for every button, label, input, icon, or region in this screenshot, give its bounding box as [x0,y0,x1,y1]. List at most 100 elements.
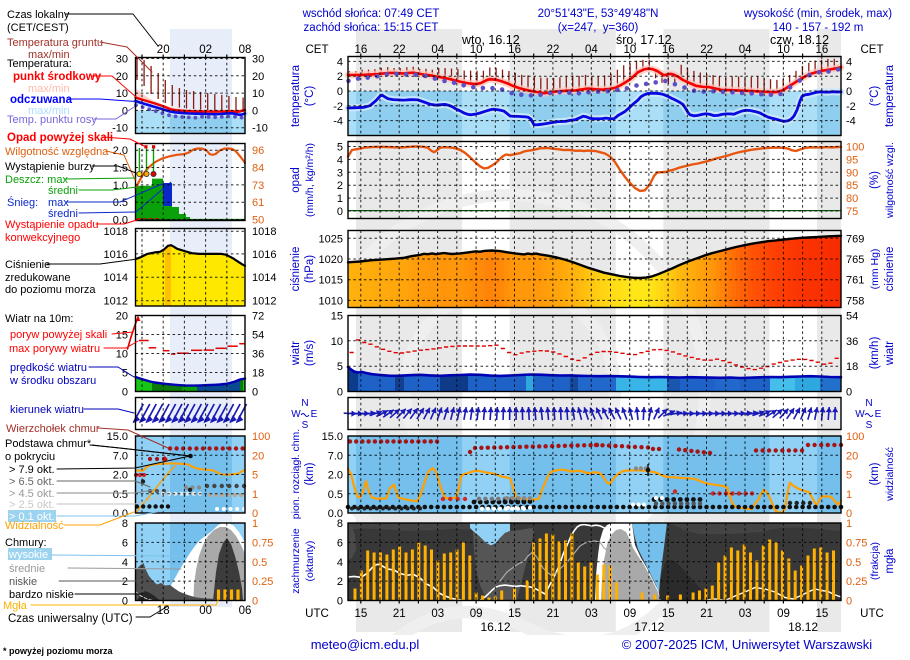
svg-text:1016: 1016 [252,249,276,261]
svg-text:15.0: 15.0 [107,431,128,443]
svg-text:mgła: mgła [884,548,896,574]
svg-text:22: 22 [700,44,713,56]
svg-text:15: 15 [662,608,675,620]
svg-text:zachód słońca: 15:15 CET: zachód słońca: 15:15 CET [304,22,439,34]
svg-text:21: 21 [547,608,560,620]
svg-text:poryw powyżej skali: poryw powyżej skali [10,329,107,341]
svg-text:04: 04 [585,44,598,56]
svg-text:00: 00 [199,605,212,617]
svg-text:(CET/CEST): (CET/CEST) [7,22,69,34]
svg-text:max porywy wiatru: max porywy wiatru [9,343,100,355]
svg-text:punkt środkowy: punkt środkowy [13,71,102,83]
svg-text:18: 18 [846,361,858,373]
svg-text:średni: średni [48,208,78,220]
svg-text:1: 1 [252,518,258,530]
svg-text:90: 90 [846,167,858,179]
svg-text:(%): (%) [869,171,881,189]
svg-text:0.25: 0.25 [846,576,867,588]
svg-text:2: 2 [337,180,343,192]
svg-text:4: 4 [337,154,343,166]
svg-text:Wystąpienie burzy: Wystąpienie burzy [5,161,95,173]
svg-text:ciśnienie: ciśnienie [290,247,302,292]
svg-text:03: 03 [431,608,444,620]
svg-text:Czas lokalny: Czas lokalny [7,9,70,21]
svg-text:08: 08 [239,44,252,56]
svg-text:4: 4 [337,56,343,68]
svg-text:(mm Hg): (mm Hg) [869,249,881,290]
svg-text:04: 04 [431,44,444,56]
svg-text:0: 0 [846,596,852,608]
svg-text:wiatr: wiatr [290,341,302,366]
svg-text:7.0: 7.0 [328,450,343,462]
svg-text:S: S [866,420,873,431]
svg-text:(km): (km) [304,462,316,485]
svg-text:16: 16 [816,44,829,56]
svg-text:niskie: niskie [9,576,37,588]
svg-text:5: 5 [846,470,852,482]
svg-text:15: 15 [816,608,829,620]
svg-text:śro, 17.12: śro, 17.12 [616,33,672,47]
svg-text:> 0.1 okt.: > 0.1 okt. [9,511,55,523]
svg-text:03: 03 [739,608,752,620]
svg-text:06: 06 [239,605,252,617]
svg-text:(m/s): (m/s) [304,340,316,366]
svg-text:0.5: 0.5 [252,557,267,569]
svg-text:7.0: 7.0 [113,450,128,462]
svg-text:(km/h): (km/h) [869,337,881,370]
svg-text:09: 09 [623,608,636,620]
svg-text:(km): (km) [869,462,881,485]
svg-text:(hPa): (hPa) [304,255,316,283]
svg-text:50: 50 [252,215,264,227]
svg-text:61: 61 [252,197,264,209]
svg-text:20: 20 [252,71,264,83]
svg-text:zredukowane: zredukowane [5,272,70,284]
svg-text:73: 73 [252,180,264,192]
svg-text:0: 0 [846,387,852,399]
svg-text:18.12: 18.12 [788,620,818,634]
svg-text:widzialność: widzialność [884,447,896,502]
svg-text:w środku obszaru: w środku obszaru [9,375,96,387]
svg-text:-4: -4 [846,116,856,128]
svg-text:20°51'43"E, 53°49'48"N: 20°51'43"E, 53°49'48"N [538,8,659,20]
svg-text:Wilgotność względna: Wilgotność względna [5,146,109,158]
svg-text:10: 10 [777,44,790,56]
svg-text:10: 10 [623,44,636,56]
svg-text:761: 761 [846,275,864,287]
svg-text:0: 0 [337,86,343,98]
svg-text:20: 20 [116,311,128,323]
svg-text:0.75: 0.75 [252,537,273,549]
svg-text:2: 2 [337,576,343,588]
svg-text:18: 18 [157,605,170,617]
svg-text:0.0: 0.0 [328,508,343,520]
svg-text:1010: 1010 [319,295,343,307]
svg-text:1025: 1025 [319,233,343,245]
svg-text:22: 22 [547,44,560,56]
svg-text:(°C): (°C) [869,86,881,107]
svg-text:E: E [311,409,318,420]
svg-text:max/min: max/min [28,83,70,95]
svg-text:100: 100 [846,142,864,154]
svg-text:3: 3 [337,167,343,179]
svg-text:80: 80 [846,193,858,205]
svg-text:> 4.5 okt.: > 4.5 okt. [9,488,55,500]
svg-text:5: 5 [337,361,343,373]
svg-text:54: 54 [252,330,264,342]
svg-text:UTC: UTC [860,608,884,620]
svg-text:16: 16 [662,44,675,56]
svg-text:kierunek wiatru: kierunek wiatru [10,404,84,416]
svg-text:0: 0 [252,387,258,399]
svg-text:1: 1 [252,489,258,501]
svg-text:UTC: UTC [305,608,329,620]
svg-text:CET: CET [306,44,329,56]
svg-text:meteo@icm.edu.pl: meteo@icm.edu.pl [311,637,420,652]
svg-text:2: 2 [337,71,343,83]
svg-text:Mgła: Mgła [3,600,28,612]
svg-text:prędkość wiatru: prędkość wiatru [10,362,87,374]
svg-text:średnie: średnie [9,563,45,575]
svg-text:0.5: 0.5 [328,489,343,501]
svg-text:> 6.5 okt.: > 6.5 okt. [9,476,55,488]
svg-text:max: max [48,197,69,209]
svg-text:Temperatura gruntu: Temperatura gruntu [7,37,103,49]
svg-text:15: 15 [331,311,343,323]
svg-text:96: 96 [252,145,264,157]
